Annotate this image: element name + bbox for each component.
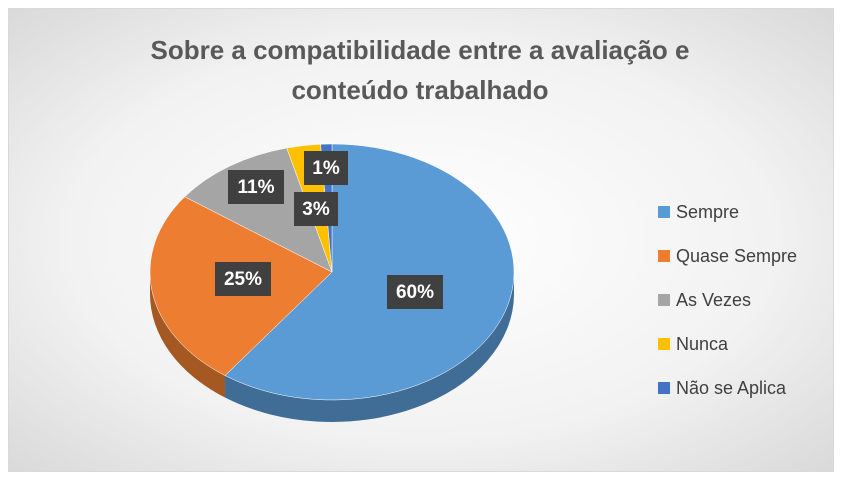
legend-swatch: [658, 338, 670, 350]
legend-label: Nunca: [676, 334, 729, 354]
legend-swatch: [658, 206, 670, 218]
pie-slice: [224, 143, 515, 401]
data-label: 25%: [224, 269, 262, 290]
data-label-box: [215, 262, 271, 296]
pie-side: [150, 272, 226, 398]
legend-label: Quase Sempre: [676, 246, 797, 266]
data-label: 11%: [238, 177, 275, 198]
data-label-box: [304, 151, 348, 185]
pie-side: [225, 272, 515, 422]
legend-swatch: [658, 382, 670, 394]
legend-swatch: [658, 294, 670, 306]
data-label: 3%: [302, 199, 330, 220]
data-label: 1%: [312, 158, 340, 179]
data-label-box: [387, 275, 443, 309]
chart-title: Sobre a compatibilidade entre a avaliaçã…: [150, 35, 690, 105]
legend-label: As Vezes: [676, 290, 751, 310]
legend-label: Sempre: [676, 202, 739, 222]
data-label-box: [294, 192, 338, 226]
data-label-box: [228, 170, 284, 204]
legend-label: Não se Aplica: [676, 378, 787, 398]
legend-swatch: [658, 250, 670, 262]
pie-slice: [184, 147, 333, 273]
data-label: 60%: [396, 282, 434, 303]
